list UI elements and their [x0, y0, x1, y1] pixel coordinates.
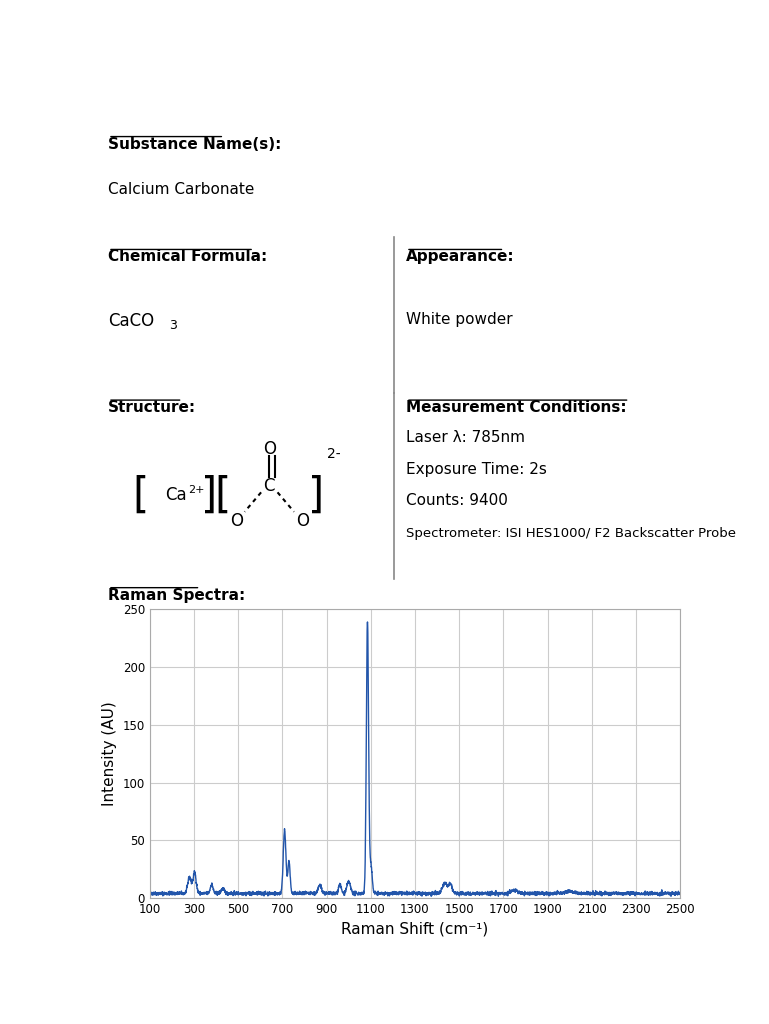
Text: Calcium Carbonate: Calcium Carbonate: [108, 182, 255, 198]
Text: Substance Name(s):: Substance Name(s):: [108, 136, 281, 152]
Text: Chemical Formula:: Chemical Formula:: [108, 250, 268, 264]
Text: White powder: White powder: [406, 311, 513, 327]
Text: Raman Spectra:: Raman Spectra:: [108, 588, 245, 603]
Text: Counts: 9400: Counts: 9400: [406, 494, 508, 509]
Text: Spectrometer: ISI HES1000/ F2 Backscatter Probe: Spectrometer: ISI HES1000/ F2 Backscatte…: [406, 527, 736, 540]
Text: Measurement Conditions:: Measurement Conditions:: [406, 400, 627, 415]
Text: Structure:: Structure:: [108, 400, 196, 415]
Text: CaCO: CaCO: [108, 311, 154, 330]
Text: Laser λ: 785nm: Laser λ: 785nm: [406, 430, 525, 445]
Text: Exposure Time: 2s: Exposure Time: 2s: [406, 462, 547, 477]
Text: Appearance:: Appearance:: [406, 250, 514, 264]
Text: 3: 3: [169, 319, 177, 333]
